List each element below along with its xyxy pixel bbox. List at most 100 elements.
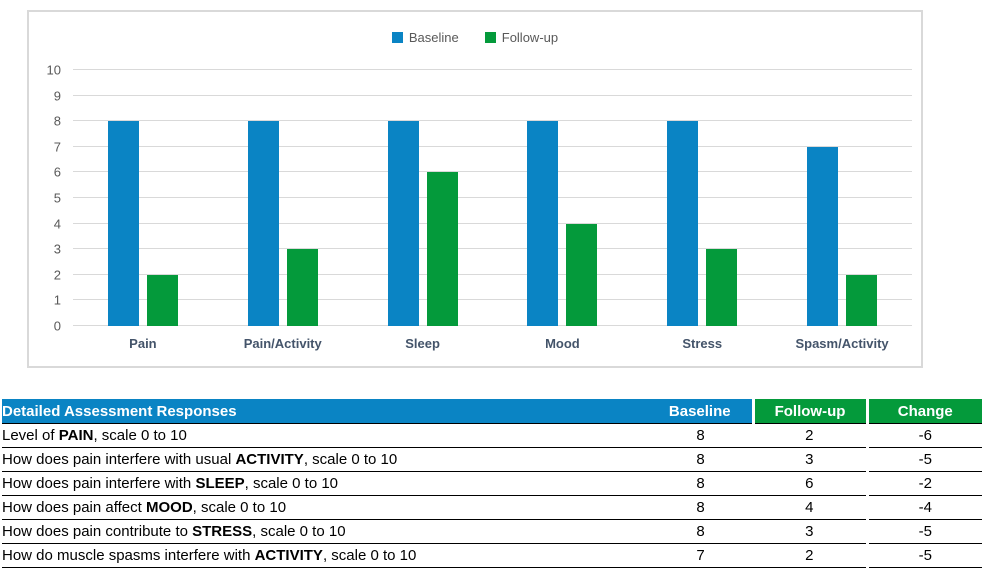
question-keyword: PAIN [58,427,94,444]
x-axis-label: Mood [545,336,580,351]
bar-baseline [247,121,279,326]
question-text: , scale 0 to 10 [303,451,398,468]
table-row: How do muscle spasms interfere with ACTI… [2,543,982,568]
change-value-cell: -5 [865,519,982,544]
y-tick-label: 1 [53,292,61,308]
change-value-cell: -6 [865,423,982,448]
gridline [73,145,912,147]
x-axis-label: Spasm/Activity [795,336,889,351]
y-tick-label: 8 [53,113,61,129]
y-tick-label: 7 [53,139,61,155]
gridline [73,94,912,96]
column-header-followup: Follow-up [751,399,867,424]
bar-follow-up [706,249,738,326]
y-tick-label: 9 [53,88,61,104]
y-tick-label: 4 [53,216,61,232]
legend-item-follow-up: Follow-up [484,30,559,45]
chart-x-axis: Pain Pain/Activity Sleep Mood Stress Spasm/Ac… [73,336,912,351]
legend-label: Baseline [408,30,459,45]
bar-follow-up [426,172,458,326]
bar-follow-up [566,223,598,326]
table-row: Level of PAIN, scale 0 to 10 8 2 -6 [2,423,982,448]
table-row: How does pain affect MOOD, scale 0 to 10… [2,495,982,520]
gridline [73,197,912,198]
question-keyword: ACTIVITY [254,547,323,564]
bar-follow-up [146,274,178,326]
bar-baseline [107,121,139,326]
change-value-cell: -4 [865,495,982,520]
table-row: How does pain contribute to STRESS, scal… [2,519,982,544]
gridline [73,299,912,301]
followup-value-cell: 6 [753,471,867,496]
question-cell: How does pain affect MOOD, scale 0 to 10 [2,495,648,520]
gridline [73,273,912,275]
bar-group-pain [73,70,213,326]
bar-groups [73,70,912,326]
y-tick-label: 3 [53,241,61,257]
column-header-baseline: Baseline [648,399,753,424]
chart-plot-area [73,69,912,326]
gridline [73,248,912,250]
question-text: How do muscle spasms interfere with [2,547,255,564]
y-tick-label: 5 [53,190,61,206]
column-header-change: Change [865,399,982,424]
followup-value-cell: 2 [753,423,867,448]
bar-group-spasm-activity [772,70,912,326]
question-keyword: STRESS [192,523,253,540]
baseline-value-cell: 8 [648,471,753,496]
question-keyword: ACTIVITY [235,451,304,468]
question-text: How does pain contribute to [2,523,193,540]
followup-value-cell: 4 [753,495,867,520]
bar-group-sleep [353,70,493,326]
bar-follow-up [846,274,878,326]
baseline-value-cell: 8 [648,519,753,544]
x-axis-label: Sleep [405,336,440,351]
legend-label: Follow-up [501,30,559,45]
change-value-cell: -5 [865,543,982,568]
bar-group-pain-activity [213,70,353,326]
change-value-cell: -5 [865,447,982,472]
chart-y-axis: 0 1 2 3 4 5 6 7 8 9 10 [29,64,67,333]
bar-group-mood [492,70,632,326]
question-cell: How does pain interfere with SLEEP, scal… [2,471,648,496]
bar-baseline [527,121,559,326]
question-cell: How does pain contribute to STRESS, scal… [2,519,648,544]
gridline [73,325,912,326]
change-value-cell: -2 [865,471,982,496]
bar-baseline [667,121,699,326]
question-keyword: MOOD [145,499,193,516]
question-cell: Level of PAIN, scale 0 to 10 [2,423,648,448]
question-text: , scale 0 to 10 [252,523,346,540]
baseline-value-cell: 8 [648,447,753,472]
question-keyword: SLEEP [195,475,245,492]
y-tick-label: 0 [53,318,61,334]
question-text: , scale 0 to 10 [93,427,187,444]
followup-value-cell: 2 [753,543,867,568]
question-text: How does pain interfere with [2,475,196,492]
legend-swatch-icon [484,32,496,43]
y-tick-label: 2 [53,267,61,283]
table-row: How does pain interfere with SLEEP, scal… [2,471,982,496]
table-title: Detailed Assessment Responses [2,399,648,424]
gridline [73,120,912,122]
baseline-value-cell: 7 [648,543,753,568]
bar-baseline [807,146,839,326]
question-text: , scale 0 to 10 [322,547,417,564]
y-tick-label: 10 [46,62,61,78]
gridline [73,171,912,173]
y-tick-label: 6 [53,164,61,180]
question-text: , scale 0 to 10 [192,499,287,516]
legend-swatch-icon [391,32,403,43]
bar-baseline [387,121,419,326]
question-text: , scale 0 to 10 [244,475,339,492]
gridline [73,69,912,70]
question-cell: How does pain interfere with usual ACTIV… [2,447,648,472]
followup-value-cell: 3 [753,519,867,544]
question-text: Level of [2,427,59,444]
chart-legend: Baseline Follow-up [29,30,921,45]
followup-value-cell: 3 [753,447,867,472]
question-cell: How do muscle spasms interfere with ACTI… [2,543,648,568]
baseline-value-cell: 8 [648,423,753,448]
assessment-bar-chart: Baseline Follow-up 0 1 2 3 4 5 6 7 8 9 10 Pain Pain/… [27,10,923,368]
